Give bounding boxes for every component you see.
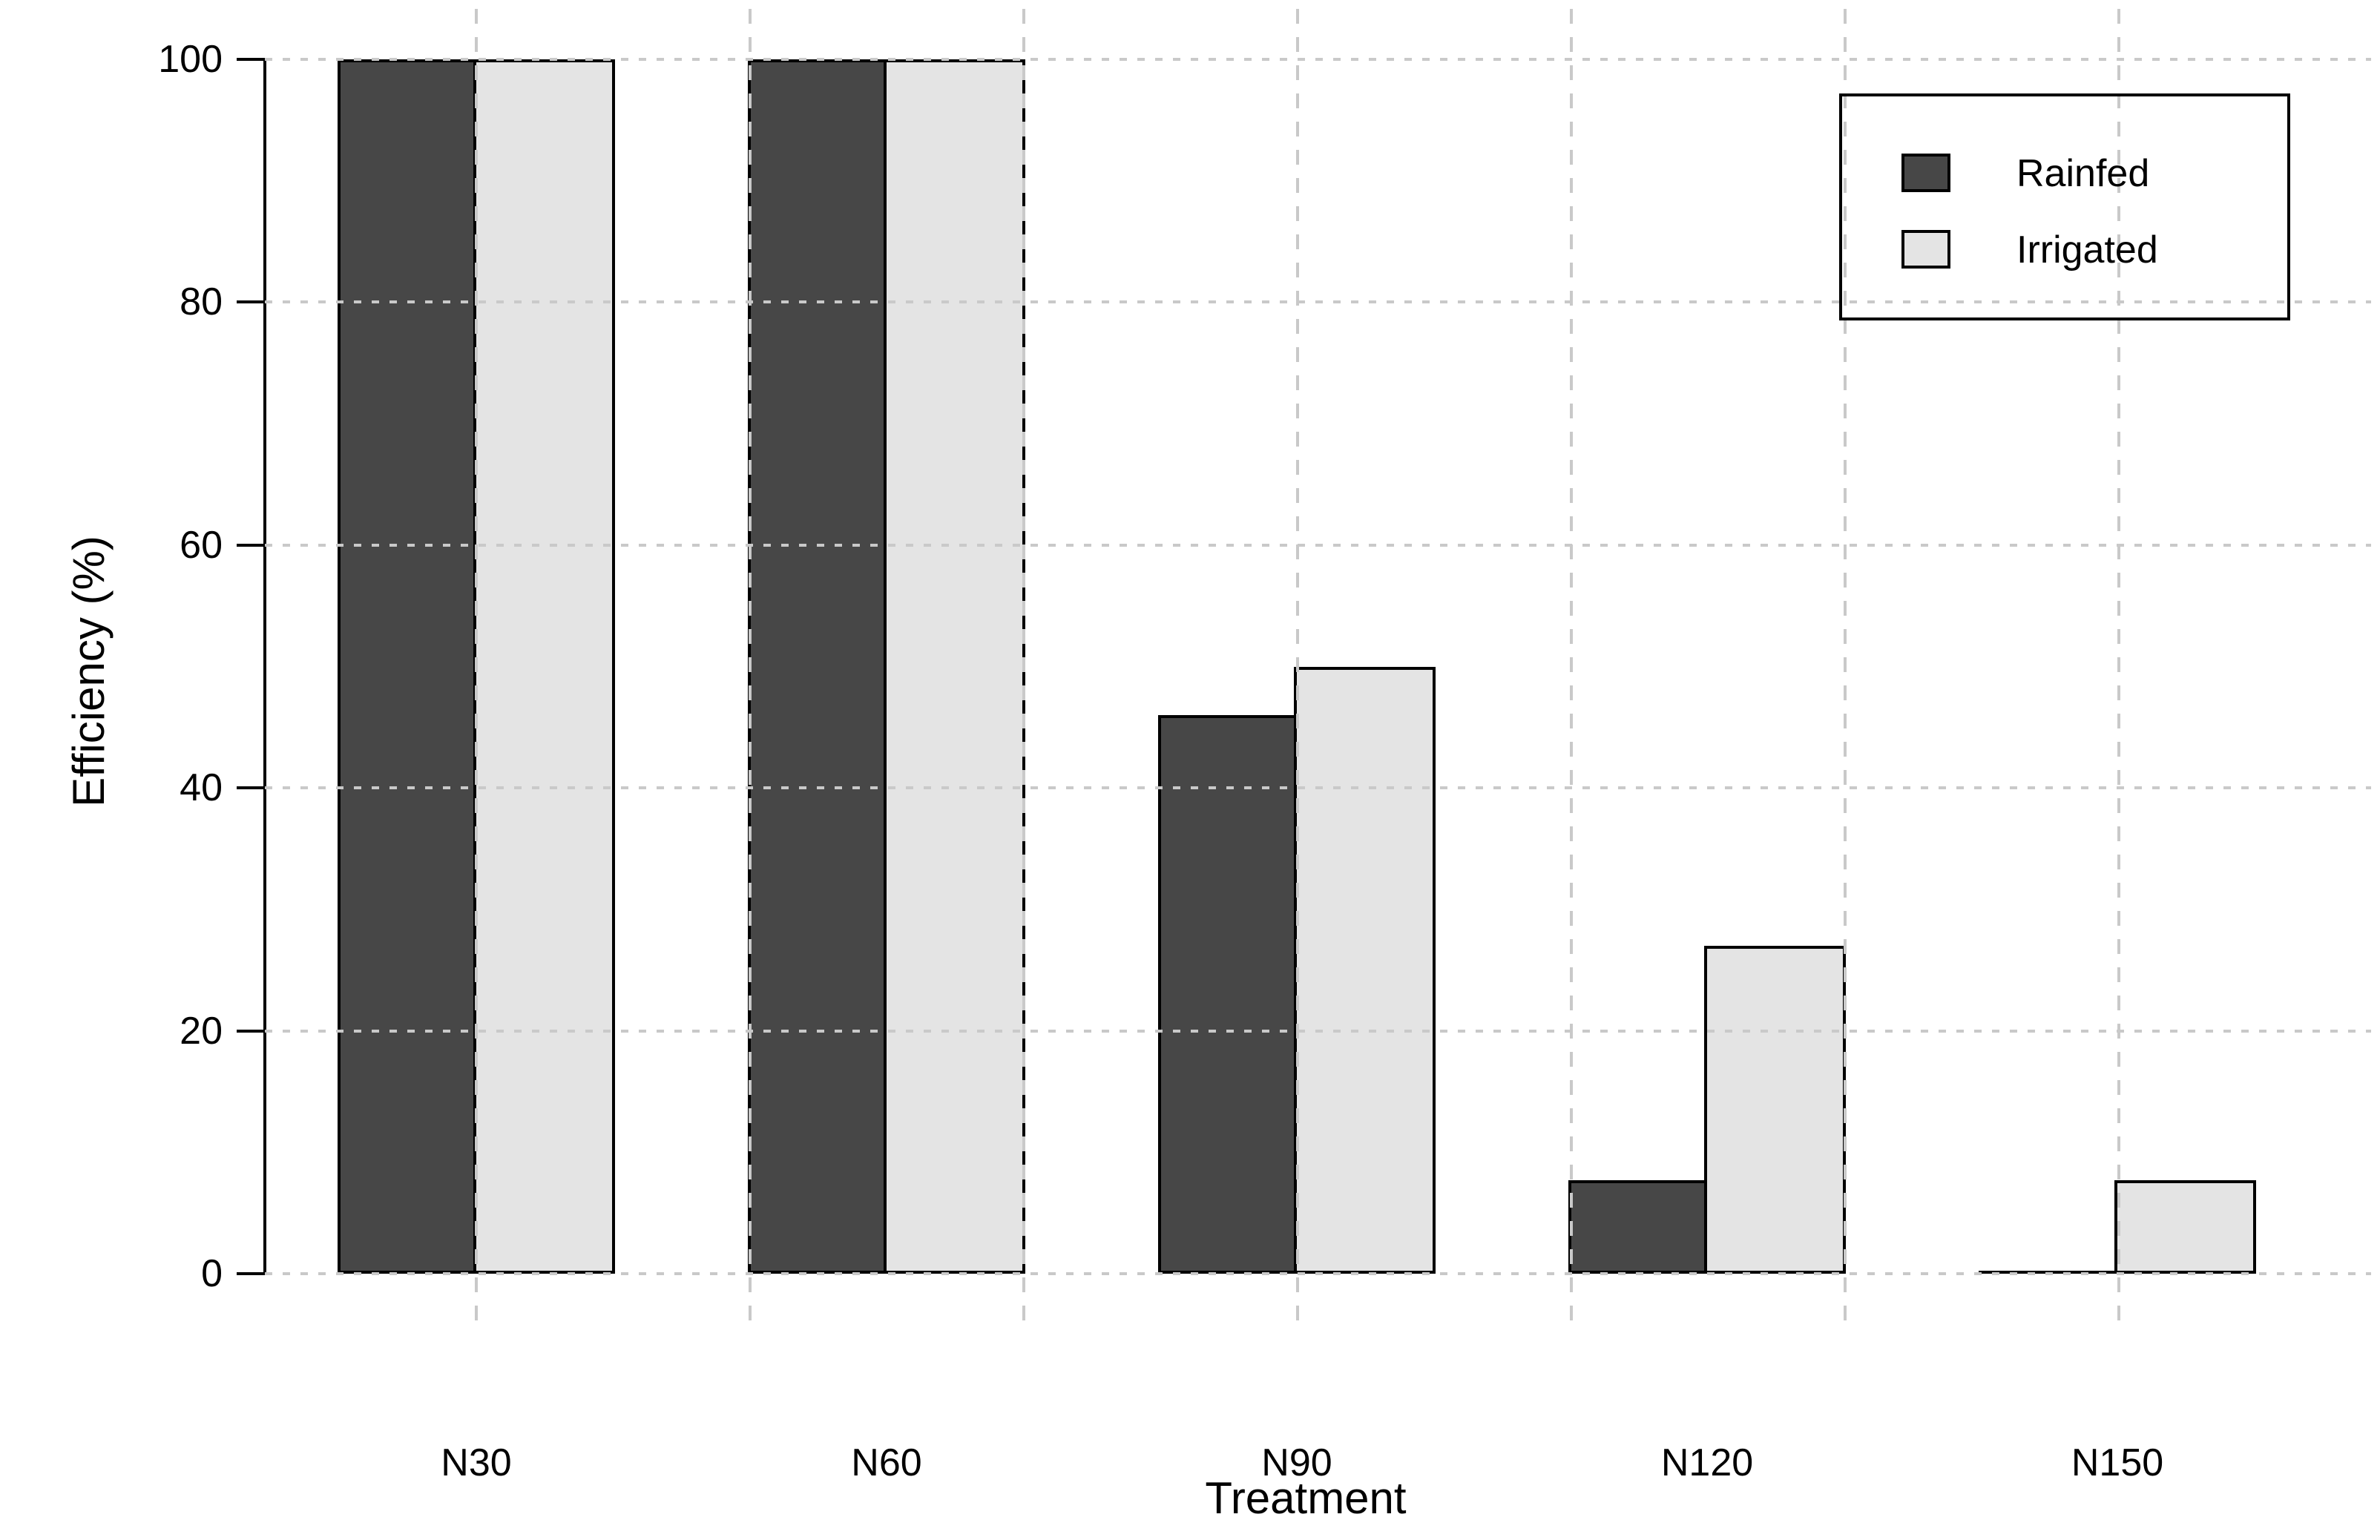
y-tick-label: 100	[158, 38, 223, 81]
y-axis-line	[263, 58, 266, 1275]
x-category-label-n60: N60	[851, 1441, 922, 1484]
y-tick-label: 60	[180, 524, 223, 567]
y-tick-mark	[237, 300, 265, 303]
x-category-label-n30: N30	[441, 1441, 512, 1484]
irrigated-swatch-icon	[1901, 230, 1950, 269]
legend-label-irrigated: Irrigated	[2016, 228, 2158, 272]
bar-rainfed-n90	[1158, 715, 1297, 1274]
x-category-label-n120: N120	[1660, 1441, 1754, 1484]
y-tick-mark	[237, 1272, 265, 1275]
y-tick-mark	[237, 544, 265, 547]
y-tick-mark	[237, 58, 265, 61]
y-tick-mark	[237, 786, 265, 789]
x-axis-title: Treatment	[1205, 1473, 1407, 1523]
legend-item-rainfed: Rainfed	[1842, 152, 2287, 197]
bar-irrigated-n90	[1294, 667, 1436, 1274]
legend-box: Rainfed Irrigated	[1839, 93, 2290, 320]
legend-item-irrigated: Irrigated	[1842, 228, 2287, 273]
y-tick-label: 40	[180, 766, 223, 809]
x-category-label-n150: N150	[2071, 1441, 2164, 1484]
legend-label-rainfed: Rainfed	[2016, 152, 2150, 195]
y-tick-label: 0	[201, 1252, 223, 1295]
y-tick-mark	[237, 1030, 265, 1033]
bar-irrigated-n150	[2114, 1180, 2256, 1274]
bar-irrigated-n60	[884, 59, 1025, 1274]
rainfed-swatch-icon	[1901, 154, 1950, 192]
y-tick-label: 20	[180, 1010, 223, 1053]
bar-irrigated-n30	[473, 59, 615, 1274]
bar-rainfed-n30	[338, 59, 476, 1274]
y-tick-label: 80	[180, 280, 223, 323]
x-category-label-n90: N90	[1261, 1441, 1332, 1484]
